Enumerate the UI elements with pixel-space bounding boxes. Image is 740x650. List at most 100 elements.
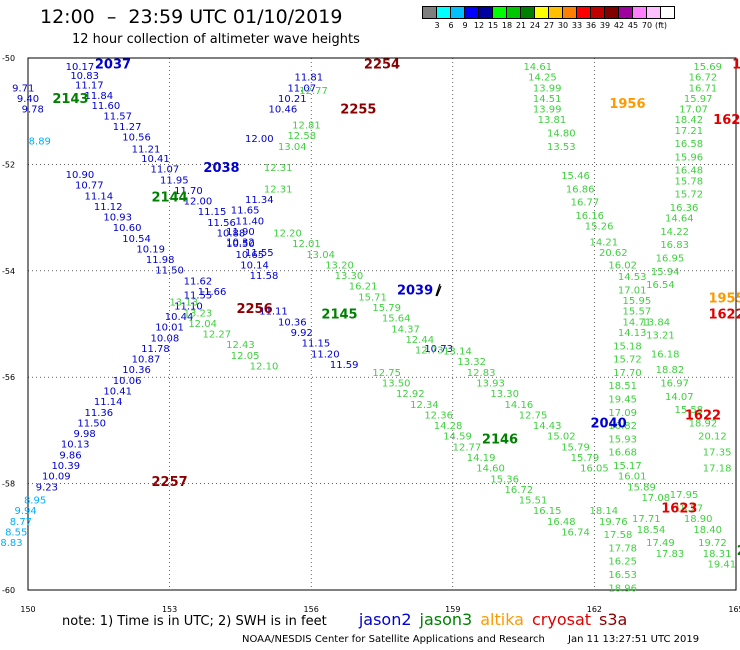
track-points: 10.1710.8311.1711.8411.6011.5711.2710.56… xyxy=(0,62,736,594)
swh-value: 18.42 xyxy=(674,115,703,126)
swh-value: 11.84 xyxy=(84,91,113,102)
swh-value: 11.34 xyxy=(245,195,274,206)
swh-value: 11.57 xyxy=(103,111,132,122)
y-tick-label: -52 xyxy=(2,160,15,169)
swh-value: 13.20 xyxy=(325,260,354,271)
swh-value: 11.20 xyxy=(311,349,340,360)
color-scale-label: 9 xyxy=(462,21,468,30)
swh-value: 16.72 xyxy=(505,485,534,496)
swh-value: 12.75 xyxy=(519,410,548,421)
swh-value: 12.75 xyxy=(372,368,401,379)
swh-value: 14.71 xyxy=(623,317,652,328)
swh-value: 11.66 xyxy=(198,287,227,298)
swh-value: 10.77 xyxy=(75,181,104,192)
plot-frame xyxy=(27,57,737,591)
swh-value: 15.72 xyxy=(674,190,703,201)
color-scale-label: 15 xyxy=(487,21,499,30)
swh-value: 15.36 xyxy=(490,474,519,485)
swh-value: 15.46 xyxy=(561,171,590,182)
pass-label: 2145 xyxy=(321,307,357,322)
swh-value: 9.78 xyxy=(22,105,44,116)
swh-value: 10.08 xyxy=(151,333,180,344)
swh-value: 12.05 xyxy=(231,351,260,362)
swh-value: 14.60 xyxy=(476,464,505,475)
swh-value: 15.58 xyxy=(674,405,703,416)
swh-value: 19.72 xyxy=(698,538,727,549)
satellite-legend-item: jason3 xyxy=(419,610,473,629)
swh-value: 13.13 xyxy=(169,298,198,309)
swh-value: 10.46 xyxy=(269,105,298,116)
pass-label: 1956 xyxy=(609,97,645,112)
pass-labels: 2037 2254 2143 2255 2038 2144 2039 2256 2145 2040… xyxy=(52,57,740,559)
swh-value: 10.44 xyxy=(165,312,194,323)
swh-value: 15.95 xyxy=(623,296,652,307)
swh-value: 11.81 xyxy=(295,73,324,84)
swh-value: 17.70 xyxy=(613,368,642,379)
y-tick-label: -60 xyxy=(2,586,15,595)
grid-lines xyxy=(28,58,736,590)
swh-value: 17.71 xyxy=(632,514,661,525)
swh-value: 11.78 xyxy=(141,344,170,355)
pass-label: 2256 xyxy=(236,302,272,317)
swh-value: 12.83 xyxy=(467,368,496,379)
page-title: 12:00 – 23:59 UTC 01/10/2019 xyxy=(40,6,343,28)
swh-value: 14.64 xyxy=(665,214,694,225)
swh-value: 15.26 xyxy=(585,222,614,233)
swh-value: 11.17 xyxy=(75,81,104,92)
pass-label: 1623 xyxy=(661,502,697,517)
pass-label: 2147 xyxy=(737,544,740,559)
swh-value: 13.30 xyxy=(490,389,519,400)
note-line: note: 1) Time is in UTC; 2) SWH is in fe… xyxy=(62,610,627,629)
swh-value: 12.77 xyxy=(453,442,482,453)
y-tick-label: -54 xyxy=(2,267,15,276)
swh-value: 16.58 xyxy=(674,139,703,150)
swh-value: 11.59 xyxy=(330,360,359,371)
swh-value: 10.41 xyxy=(103,387,132,398)
swh-value: 12.31 xyxy=(264,184,293,195)
swh-value: 11.36 xyxy=(84,408,113,419)
swh-value: 14.37 xyxy=(391,324,420,335)
swh-value: 13.23 xyxy=(184,308,213,319)
satellite-legend-item: jason2 xyxy=(358,610,412,629)
swh-value: 14.43 xyxy=(533,421,562,432)
swh-value: 10.17 xyxy=(66,62,95,73)
swh-value: 11.95 xyxy=(160,175,189,186)
swh-value: 10.56 xyxy=(122,133,151,144)
color-scale-labels: 3 6 9 12 15 18 21 24 27 30 33 36 39 42 45 70 (ft) xyxy=(422,21,674,30)
swh-value: 16.25 xyxy=(608,557,637,568)
swh-value: 12.92 xyxy=(396,389,425,400)
color-scale-label: 3 xyxy=(434,21,440,30)
swh-value: 18.14 xyxy=(590,506,619,517)
swh-value: 15.57 xyxy=(623,307,652,318)
pass-label: 1955 xyxy=(708,291,740,306)
swh-value: 18.82 xyxy=(656,365,685,376)
credit-org: NOAA/NESDIS Center for Satellite Applica… xyxy=(242,634,545,645)
color-scale-label: 36 xyxy=(585,21,597,30)
swh-value: 17.58 xyxy=(604,530,633,541)
color-scale-label: 42 xyxy=(613,21,625,30)
swh-value: 15.97 xyxy=(684,94,713,105)
swh-value: 17.95 xyxy=(670,490,699,501)
swh-value: 10.21 xyxy=(278,94,307,105)
swh-value: 12.44 xyxy=(405,335,434,346)
swh-value: 8.55 xyxy=(5,527,27,538)
swh-value: 11.60 xyxy=(92,101,121,112)
color-scale-label: 33 xyxy=(571,21,583,30)
swh-value: 14.61 xyxy=(523,62,552,73)
swh-value: 10.39 xyxy=(51,461,80,472)
swh-value: 19.41 xyxy=(708,559,737,570)
x-tick-label: 153 xyxy=(162,605,177,614)
swh-value: 11.27 xyxy=(113,122,142,133)
swh-value: 17.09 xyxy=(608,408,637,419)
swh-value: 16.72 xyxy=(689,73,718,84)
y-tick-label: -56 xyxy=(2,373,15,382)
swh-value: 10.19 xyxy=(136,244,165,255)
pass-label: 1622 xyxy=(685,408,721,423)
swh-value: 18.92 xyxy=(689,418,718,429)
swh-value: 15.18 xyxy=(613,341,642,352)
swh-value: 14.16 xyxy=(505,400,534,411)
swh-value: 16.74 xyxy=(561,527,590,538)
swh-value: 19.45 xyxy=(608,394,637,405)
swh-value: 18.27 xyxy=(674,504,703,515)
